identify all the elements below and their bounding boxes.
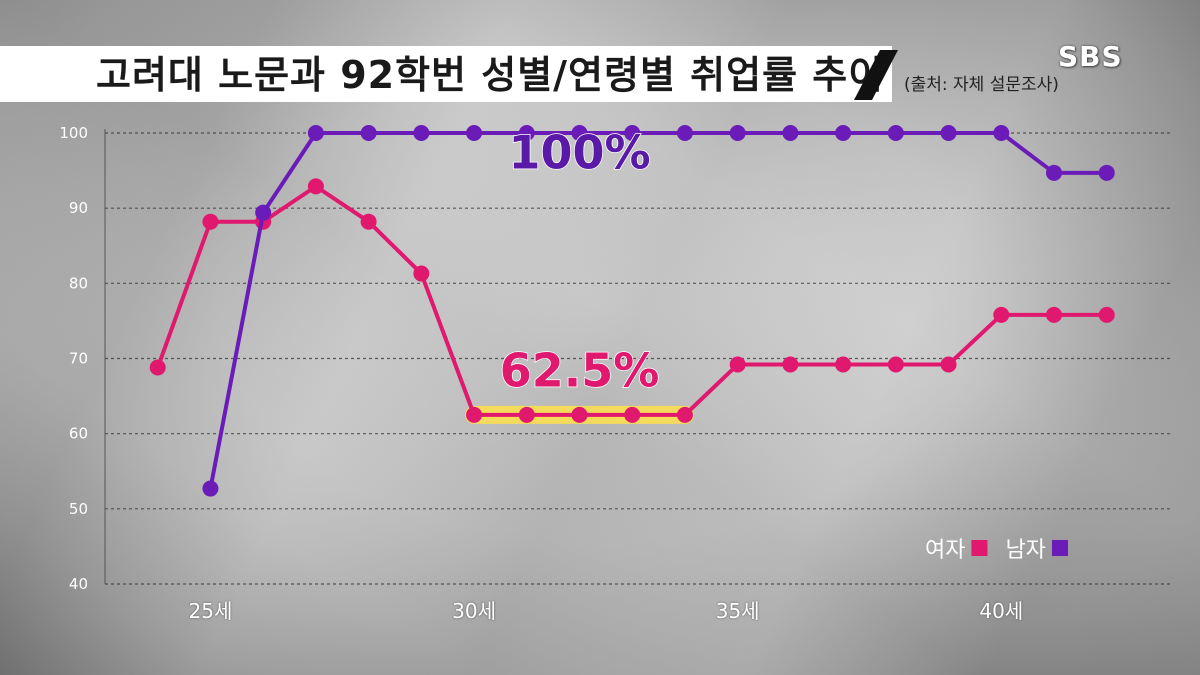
annotation-0: 100% bbox=[508, 125, 650, 179]
series-0-point-41 bbox=[1046, 306, 1063, 323]
series-1-point-38 bbox=[887, 125, 904, 141]
series-0-point-34 bbox=[676, 406, 693, 423]
y-tick-label-50: 50 bbox=[69, 500, 88, 518]
series-0-point-32 bbox=[571, 406, 588, 423]
y-tick-label-90: 90 bbox=[69, 199, 88, 217]
legend-swatch-0 bbox=[971, 540, 988, 556]
series-0-point-37 bbox=[835, 356, 852, 373]
legend-label-0: 여자 bbox=[925, 538, 965, 563]
chart-title: 고려대 노문과 92학번 성별/연령별 취업률 추이 bbox=[96, 53, 885, 97]
series-0-point-33 bbox=[624, 406, 641, 423]
series-1-point-41 bbox=[1046, 164, 1063, 181]
series-0-point-36 bbox=[782, 356, 799, 373]
series-1-point-29 bbox=[413, 125, 430, 141]
y-tick-label-100: 100 bbox=[59, 124, 88, 142]
series-1-point-42 bbox=[1098, 164, 1115, 181]
y-tick-label-80: 80 bbox=[69, 274, 88, 292]
legend-swatch-1 bbox=[1051, 540, 1068, 556]
title-slash-decoration bbox=[854, 50, 898, 100]
series-1-point-39 bbox=[940, 125, 957, 141]
series-1-point-30 bbox=[466, 125, 483, 141]
series-1-point-25 bbox=[202, 480, 219, 497]
series-0-point-40 bbox=[993, 306, 1010, 323]
sbs-logo: SBS bbox=[1058, 40, 1123, 73]
series-0-point-25 bbox=[202, 213, 219, 230]
series-0-point-30 bbox=[466, 406, 483, 423]
x-tick-label-30: 30세 bbox=[452, 599, 496, 623]
series-0-point-28 bbox=[360, 213, 377, 230]
series-1-point-35 bbox=[729, 125, 746, 141]
series-0-point-35 bbox=[729, 356, 746, 373]
y-tick-label-60: 60 bbox=[69, 425, 88, 443]
annotation-1: 62.5% bbox=[500, 343, 660, 397]
legend-label-1: 남자 bbox=[1005, 538, 1045, 563]
series-1-point-26 bbox=[255, 204, 272, 221]
series-1-point-36 bbox=[782, 125, 799, 141]
x-tick-label-40: 40세 bbox=[979, 599, 1023, 623]
x-tick-label-25: 25세 bbox=[189, 599, 233, 623]
x-tick-label-35: 35세 bbox=[716, 599, 760, 623]
series-1-point-33 bbox=[624, 125, 641, 141]
series-0-point-27 bbox=[307, 178, 324, 195]
series-1-point-28 bbox=[360, 125, 377, 141]
series-1-point-31 bbox=[518, 125, 535, 141]
y-tick-label-40: 40 bbox=[69, 575, 88, 593]
series-0-point-38 bbox=[887, 356, 904, 373]
y-tick-label-70: 70 bbox=[69, 350, 88, 368]
series-1-line bbox=[208, 131, 1109, 491]
series-0-point-31 bbox=[518, 406, 535, 423]
series-1-point-27 bbox=[307, 125, 324, 141]
source-note: (출처: 자체 설문조사) bbox=[904, 75, 1059, 95]
series-1-point-40 bbox=[993, 125, 1010, 141]
series-0-point-39 bbox=[940, 356, 957, 373]
series-0-point-42 bbox=[1098, 306, 1115, 323]
series-1-point-37 bbox=[835, 125, 852, 141]
series-0-point-29 bbox=[413, 265, 430, 282]
title-bar bbox=[0, 46, 892, 102]
series-1-point-32 bbox=[571, 125, 588, 141]
series-1-point-34 bbox=[676, 125, 693, 141]
series-0-point-24 bbox=[149, 359, 166, 376]
